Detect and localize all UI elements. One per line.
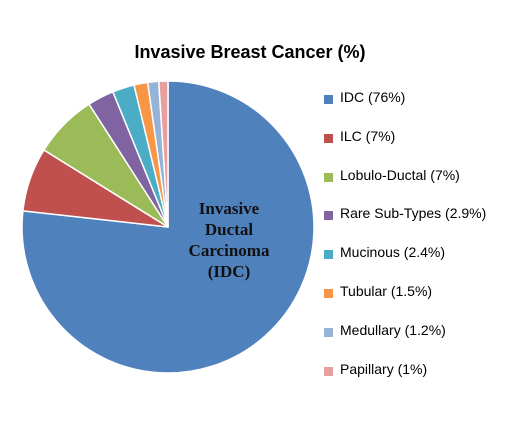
pie-slice-papillary — [157, 80, 169, 228]
center-annotation-line: Ductal — [204, 220, 254, 239]
legend-swatch — [324, 366, 333, 376]
legend-label: IDC (76%) — [340, 89, 406, 105]
center-annotation-line: (IDC) — [207, 262, 251, 281]
center-annotation-line: Carcinoma — [188, 241, 270, 260]
center-annotation: Invasive Ductal Carcinoma (IDC) — [174, 198, 284, 282]
legend-swatch — [324, 288, 333, 298]
legend-swatch — [324, 133, 333, 143]
legend-label: Papillary (1%) — [340, 360, 428, 377]
legend-swatch — [324, 250, 333, 260]
legend-label: Mucinous (2.4%) — [340, 244, 446, 261]
legend-label: Rare Sub-Types (2.9%) — [340, 205, 487, 222]
legend-label: Tubular (1.5%) — [340, 282, 433, 299]
legend-swatch — [324, 327, 333, 337]
legend-label: Medullary (1.2%) — [340, 321, 446, 338]
chart-title: Invasive Breast Cancer (%) — [134, 42, 366, 62]
legend-label: ILC (7%) — [340, 127, 396, 144]
center-annotation-line: Invasive — [198, 199, 260, 218]
legend-swatch — [324, 172, 333, 182]
legend-swatch — [324, 95, 333, 104]
legend-swatch — [324, 211, 333, 221]
legend-label: Lobulo-Ductal (7%) — [340, 166, 460, 183]
